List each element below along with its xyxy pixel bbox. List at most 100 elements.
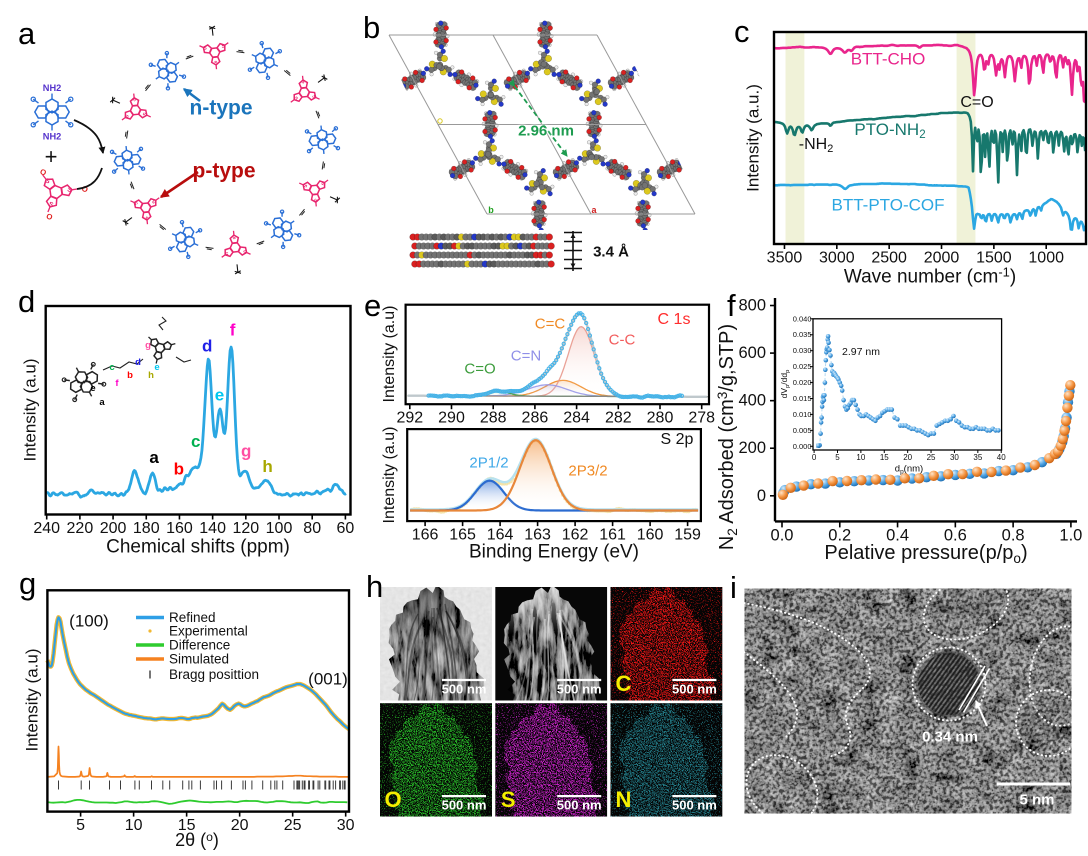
tick-label: 1500: [976, 249, 1012, 266]
tick-label: 0.6: [944, 527, 967, 545]
tick-label: 1.0: [1059, 527, 1082, 545]
btt-unit: S S S: [199, 42, 229, 70]
btt-node-molecule: [683, 78, 711, 107]
tick-label: 278: [688, 410, 715, 427]
tick-label: 161: [599, 527, 626, 544]
tem-cell-stem-dark-field: [495, 587, 608, 701]
s-atom-label: S: [66, 186, 73, 194]
tick-label: 35: [973, 453, 982, 462]
legend-label-1: Experimental: [169, 624, 248, 639]
tick-label: 0.0: [771, 527, 794, 545]
bet-x-axis-title: Pelative pressure(p/po): [824, 542, 1028, 566]
scalebar-label-eds-map-n: 500 nm: [671, 797, 717, 813]
btt-node-molecule: [531, 227, 544, 230]
element-label-O: O: [384, 787, 402, 813]
nmr-peak-label-d: d: [202, 337, 212, 356]
tick-label: 10: [125, 817, 143, 834]
pto-linker-molecule: [605, 158, 633, 181]
ir-highlight-band: [785, 33, 805, 243]
btt-node-molecule: [424, 48, 455, 78]
btt-node-molecule: [528, 48, 559, 78]
psd-peak-label: 2.97 nm: [842, 345, 880, 358]
nmr-peak-label-b: b: [174, 459, 184, 478]
panel-i-hrtem: [743, 587, 1073, 815]
s2p-component-fill-1: [410, 440, 699, 511]
peak-001-label: (001): [308, 669, 348, 689]
c1s-title: C 1s: [657, 311, 691, 328]
nmr-inset-label-e: e: [90, 383, 95, 394]
unit-cell-grid: [388, 34, 696, 215]
nmr-inset-label-d: d: [135, 357, 141, 368]
pore-size-label: 2.96 nm: [518, 122, 574, 140]
s-atom-label: S: [299, 79, 306, 86]
nmr-inset-label-a: a: [99, 397, 105, 408]
s-atom-label: S: [292, 96, 299, 103]
pto-linker-molecule: [709, 161, 711, 171]
nmr-peak-label-c: c: [191, 432, 200, 451]
element-label-C: C: [615, 671, 632, 696]
s-atom-label: S: [310, 94, 317, 101]
ftir-trace-2: [773, 182, 1087, 232]
o-atom-label: O: [80, 184, 89, 195]
panel-f-letter: f: [727, 288, 736, 323]
tick-label: 80: [303, 520, 321, 537]
btt-node-molecule: [473, 138, 504, 167]
scalebar-label-stem-dark-field: 500 nm: [556, 681, 602, 697]
btt-node-molecule: [632, 48, 663, 78]
btt-unit: S S S: [121, 93, 152, 121]
tick-label: 280: [647, 410, 674, 427]
panel-f-bet: 0.0 0.2 0.4 0.6 0.8 1.0 0 200 400 600 800 0 5 10 15 20 2…: [738, 297, 1082, 545]
scalebar-label-eds-map-s: 500 nm: [556, 797, 602, 813]
pto-linker-molecule: [342, 155, 375, 183]
cc-double-label: C=C: [534, 315, 566, 333]
s-atom-label: S: [312, 197, 319, 203]
legend-label-0: Refined: [169, 610, 216, 625]
bragg-ticks: [58, 780, 346, 790]
btt-node-molecule: [681, 138, 711, 167]
s-atom-label: S: [124, 113, 131, 119]
pto-linker-molecule: [448, 158, 476, 181]
panel-h-tem: [380, 587, 723, 817]
tick-label: 25: [284, 817, 302, 834]
cn-label: C=N: [510, 347, 542, 365]
ir-highlight-band: [956, 33, 976, 243]
tick-label: 0.005: [793, 426, 812, 435]
nh2-group-label: NH2: [43, 132, 61, 142]
btt-node-molecule: [373, 78, 402, 107]
tick-label: 282: [605, 410, 632, 427]
isotherm-series-1: [777, 380, 1076, 500]
tick-label: 1000: [1028, 249, 1064, 266]
pto-linker-molecule: [556, 69, 584, 91]
tick-label: 164: [487, 527, 514, 544]
co-annotation: C=O: [960, 94, 994, 111]
tick-label: 288: [480, 410, 507, 427]
c1s-component-fill-2: [407, 384, 708, 397]
layer-spacing-label: 3.4 Å: [593, 243, 629, 261]
tick-label: 0.2: [828, 527, 851, 545]
nmr-x-axis-title: Chemical shifts (ppm): [106, 536, 290, 558]
pto-linker-molecule: [607, 68, 635, 91]
legend-label-4: Bragg posittion: [169, 667, 259, 682]
btt-unit: [148, 336, 176, 364]
tick-label: 286: [522, 410, 549, 427]
tick-label: 160: [637, 527, 664, 544]
nmr-inset-label-h: h: [148, 370, 154, 381]
tick-label: 600: [738, 344, 766, 362]
tick-label: 800: [738, 297, 766, 315]
ftir-trace-1: [773, 111, 1087, 184]
cc-single-label: C-C: [608, 331, 636, 349]
pto-unit: [304, 125, 341, 155]
panel-g-letter: g: [19, 566, 37, 601]
tick-label: 10: [856, 453, 865, 462]
tick-label: 5: [76, 817, 85, 834]
s-atom-label: S: [231, 233, 236, 239]
tem-cell-eds-map-c: [610, 587, 723, 701]
nmr-peak-label-e: e: [215, 386, 224, 405]
tick-label: 2000: [924, 249, 960, 266]
axis-a-label: a: [591, 205, 597, 215]
xrd-difference: [47, 799, 348, 805]
